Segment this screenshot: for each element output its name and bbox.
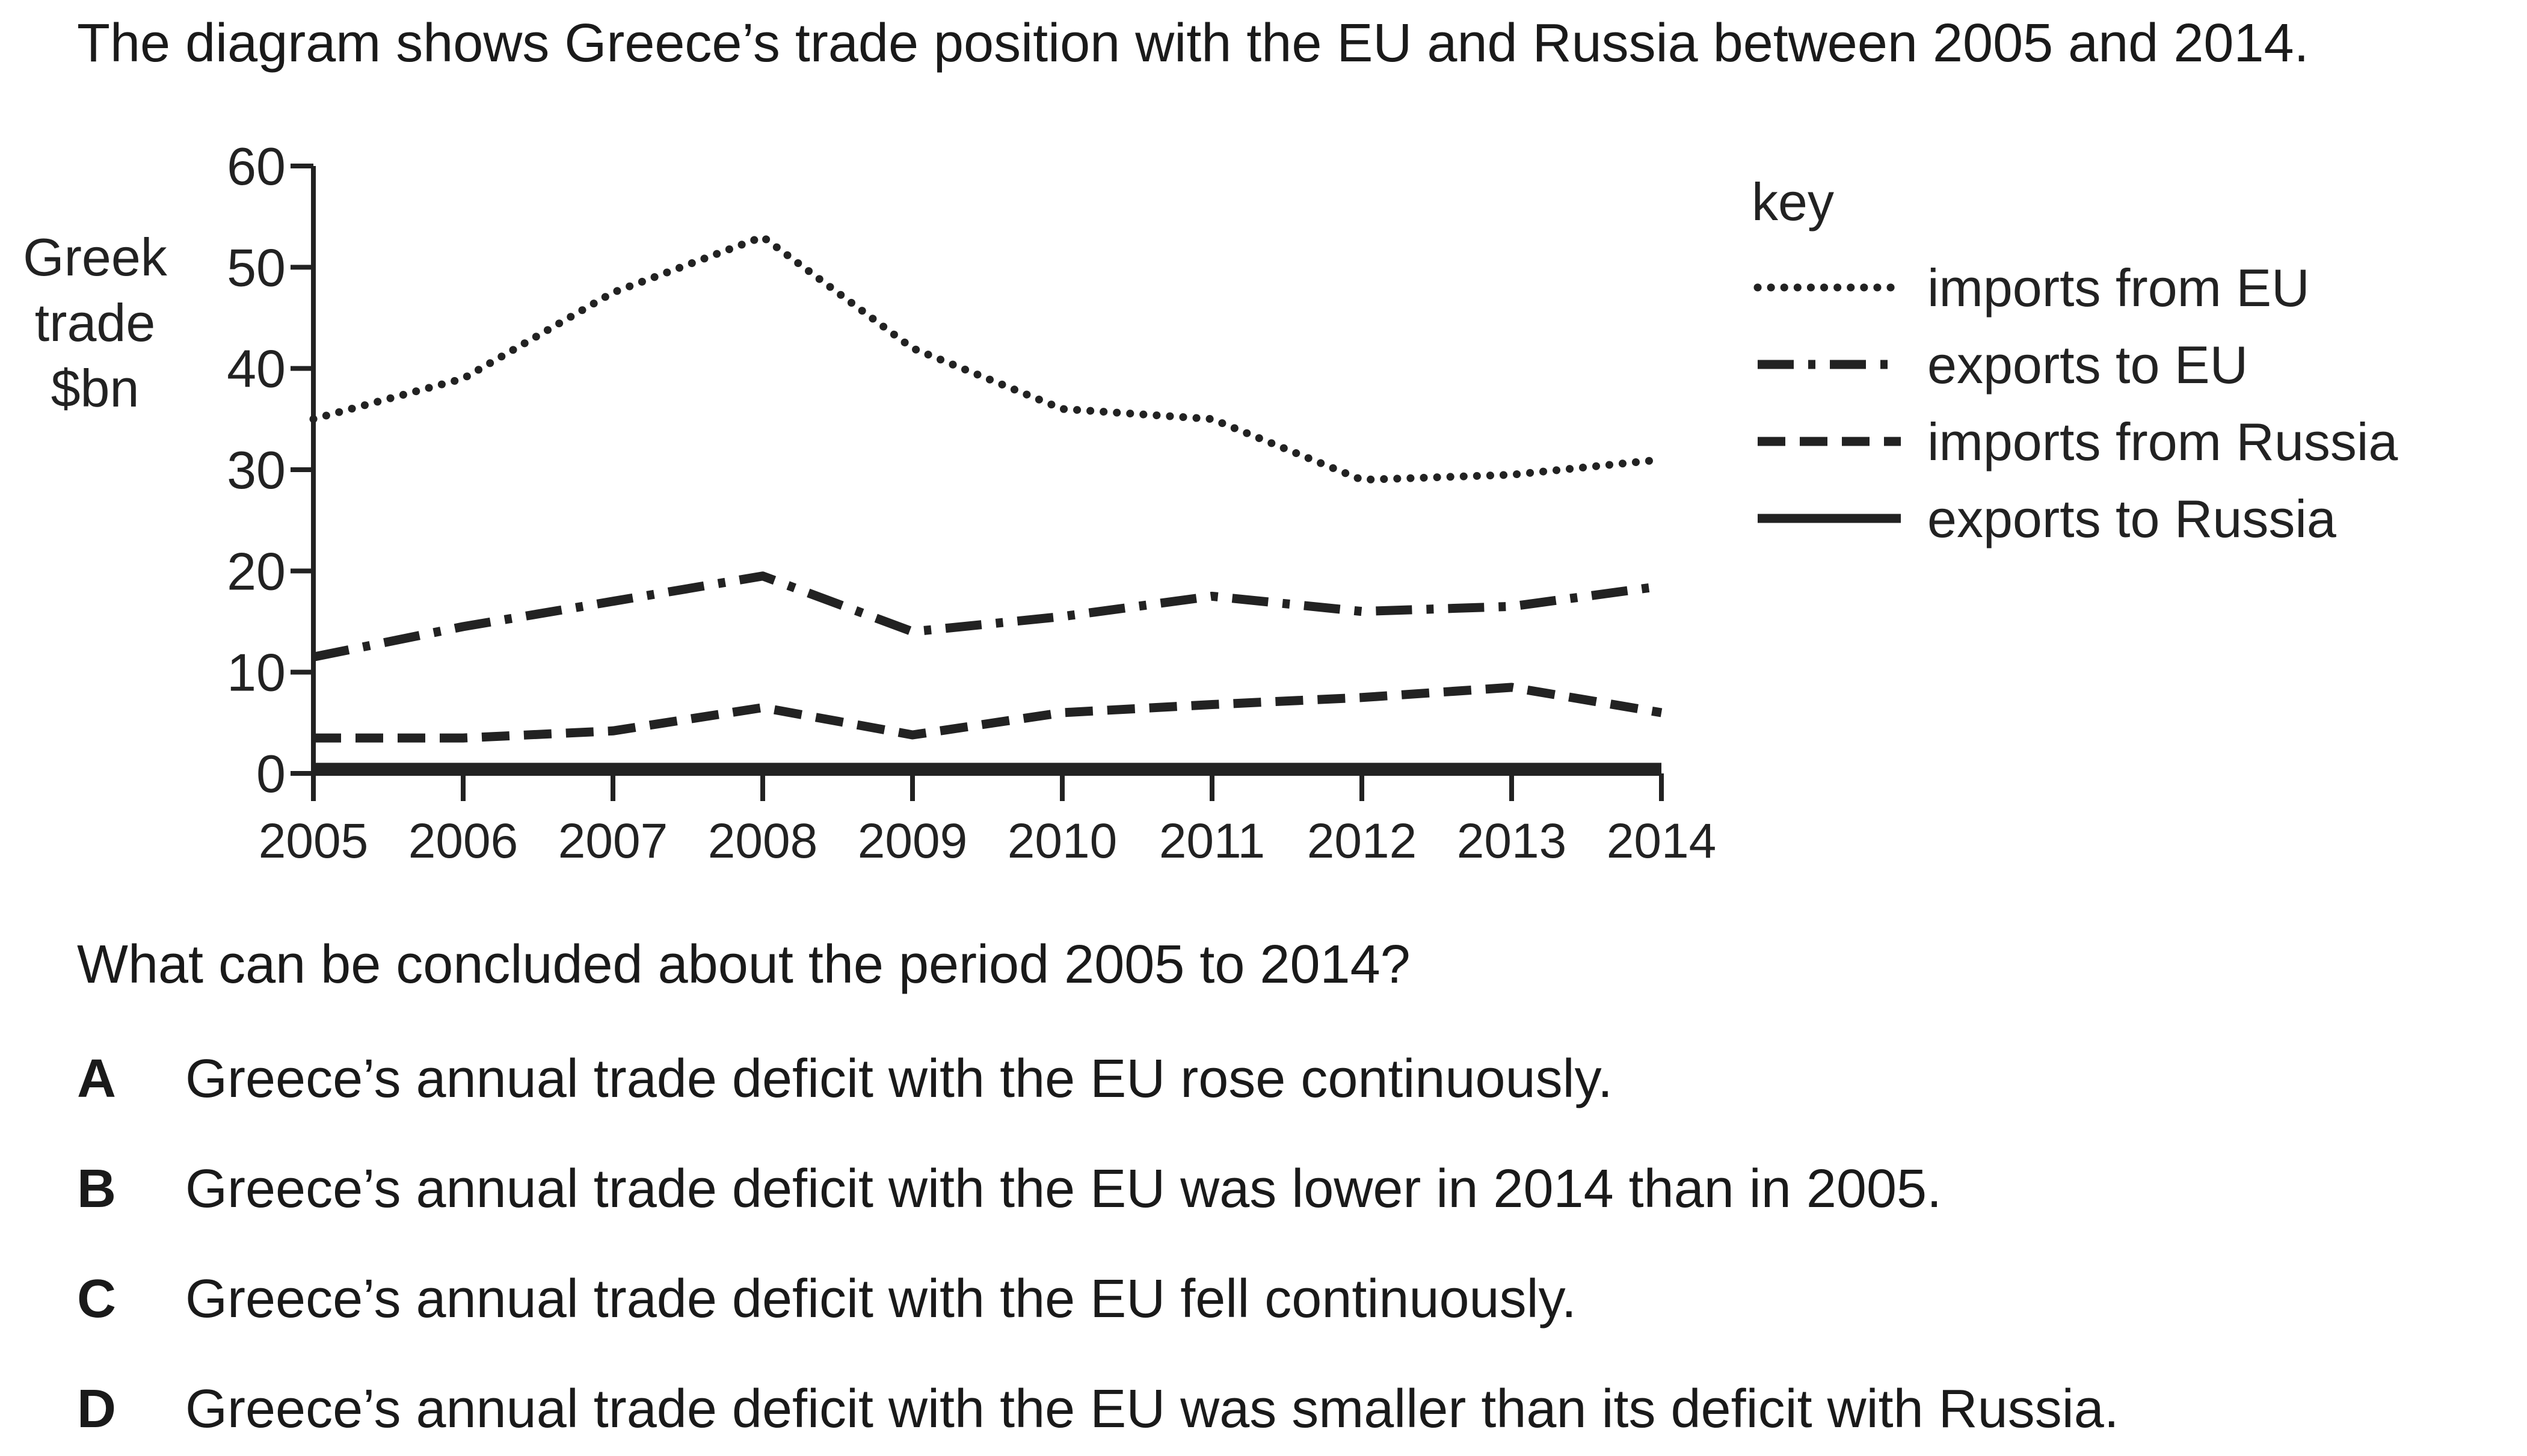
legend-label: exports to EU <box>1927 335 2248 395</box>
y-axis-label-line: $bn <box>51 358 140 418</box>
legend-label: imports from Russia <box>1927 412 2398 472</box>
x-tick-label: 2009 <box>858 814 967 868</box>
y-tick-label: 0 <box>256 744 286 803</box>
option-text: Greece’s annual trade deficit with the E… <box>185 1049 1613 1109</box>
legend-title: key <box>1752 172 1834 232</box>
legend: key imports from EU exports to EU imports f… <box>1752 172 2398 548</box>
option-text: Greece’s annual trade deficit with the E… <box>185 1269 1577 1329</box>
x-tick-label: 2006 <box>408 814 518 868</box>
option-letter: D <box>77 1379 116 1439</box>
y-axis-label-line: Greek <box>23 227 168 287</box>
trade-chart-svg: Greek trade $bn 0 10 20 30 40 50 60 2005 2006 2007 2… <box>23 137 2398 868</box>
series-lines <box>309 233 1666 772</box>
x-tick-label: 2010 <box>1008 814 1117 868</box>
question-text: What can be concluded about the period 2… <box>77 935 1411 995</box>
y-axis-label: Greek trade $bn <box>23 227 168 418</box>
y-tick-label: 40 <box>227 339 286 399</box>
x-tick-label: 2005 <box>259 814 368 868</box>
x-tick-label: 2008 <box>708 814 817 868</box>
y-tick-label: 60 <box>227 137 286 196</box>
x-tick-label: 2013 <box>1457 814 1566 868</box>
y-tick-label: 20 <box>227 541 286 601</box>
y-axis-label-line: trade <box>35 293 156 352</box>
trade-chart: Greek trade $bn 0 10 20 30 40 50 60 2005 2006 2007 2… <box>23 137 2398 868</box>
option-letter: C <box>77 1269 116 1329</box>
y-tick-label: 30 <box>227 440 286 500</box>
y-tick-label: 50 <box>227 238 286 297</box>
x-tick-label: 2007 <box>558 814 668 868</box>
series-line-exports-to-eu <box>312 571 1663 662</box>
y-tick-label: 10 <box>227 643 286 702</box>
x-tick-label: 2014 <box>1607 814 1716 868</box>
x-tick-label: 2012 <box>1307 814 1417 868</box>
axes: 0 10 20 30 40 50 60 2005 2006 2007 2008 2009 2010 201… <box>227 137 1716 868</box>
series-line-imports-from-russia <box>313 683 1663 743</box>
x-tick-label: 2011 <box>1159 814 1265 868</box>
legend-label: exports to Russia <box>1927 489 2336 548</box>
option-text: Greece’s annual trade deficit with the E… <box>185 1379 2119 1439</box>
intro-text: The diagram shows Greece’s trade positio… <box>77 13 2309 73</box>
option-text: Greece’s annual trade deficit with the E… <box>185 1159 1942 1219</box>
series-line-imports-from-eu <box>309 233 1666 484</box>
legend-label: imports from EU <box>1927 258 2310 318</box>
option-letter: B <box>77 1159 116 1219</box>
option-letter: A <box>77 1049 116 1109</box>
